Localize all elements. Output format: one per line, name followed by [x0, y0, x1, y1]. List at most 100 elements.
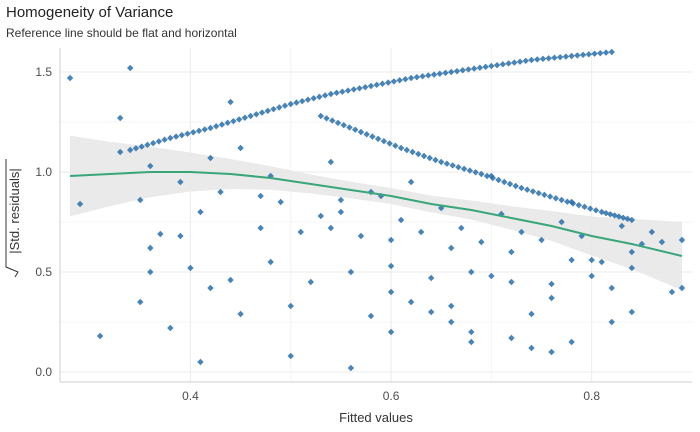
upper-band-point: [167, 134, 174, 142]
data-point: [427, 308, 435, 316]
lower-band-point: [611, 212, 618, 219]
data-point: [257, 192, 264, 200]
lower-band-point: [317, 112, 325, 120]
x-tick-label: 0.8: [583, 389, 600, 403]
data-point: [197, 358, 204, 366]
lower-band-point: [569, 200, 577, 207]
lower-band-point: [535, 189, 542, 197]
upper-band-point: [505, 60, 512, 67]
data-point: [387, 288, 395, 296]
data-point: [668, 288, 676, 296]
data-point: [558, 218, 565, 226]
data-point: [327, 224, 335, 232]
upper-band-point: [493, 61, 501, 69]
lower-band-point: [628, 216, 636, 224]
lower-band-point: [455, 163, 462, 171]
lower-band-point: [346, 124, 353, 131]
data-point: [357, 232, 365, 240]
data-point: [448, 318, 455, 326]
upper-band-point: [356, 85, 363, 92]
sqrt-symbol: [5, 159, 19, 278]
upper-band-point: [367, 82, 375, 90]
data-point: [127, 64, 134, 72]
loess-line: [69, 171, 683, 257]
upper-band-point: [172, 133, 180, 140]
upper-band-point: [316, 93, 323, 101]
data-point: [116, 148, 124, 156]
upper-band-point: [488, 62, 495, 70]
data-point: [468, 328, 475, 336]
upper-band-point: [453, 67, 461, 75]
chart-title: Homogeneity of Variance: [6, 4, 174, 21]
data-point: [116, 114, 124, 122]
data-point: [468, 338, 475, 346]
lower-band-point: [575, 201, 582, 209]
upper-band-point: [213, 123, 220, 130]
data-point: [197, 208, 204, 216]
upper-band-point: [350, 86, 357, 93]
lower-band-point: [558, 196, 565, 204]
upper-band-point: [574, 52, 581, 59]
upper-band-point: [184, 130, 191, 137]
upper-band-point: [528, 56, 535, 64]
upper-band-point: [362, 83, 369, 91]
upper-band-point: [402, 75, 409, 83]
data-point: [167, 324, 174, 332]
upper-band-point: [304, 96, 312, 103]
lower-band-point: [518, 184, 525, 192]
data-point: [347, 268, 355, 276]
data-point: [287, 302, 294, 310]
upper-band-point: [579, 51, 587, 59]
upper-band-point: [516, 58, 524, 65]
data-point: [628, 308, 636, 316]
upper-band-point: [155, 138, 163, 145]
data-point: [147, 244, 154, 252]
lower-band-point: [598, 208, 605, 216]
lower-band-point: [323, 115, 330, 122]
upper-band-point: [436, 70, 443, 77]
data-point: [177, 178, 184, 186]
upper-band-point: [413, 73, 421, 81]
data-point: [568, 338, 575, 346]
upper-band-point: [293, 99, 300, 106]
data-point: [147, 268, 154, 276]
upper-band-point: [138, 143, 145, 150]
upper-band-point: [235, 116, 243, 123]
lower-band-point: [624, 215, 631, 223]
data-point: [448, 302, 455, 310]
upper-band-point: [207, 124, 214, 132]
y-axis-title-text: |Std. residuals|: [7, 168, 22, 254]
data-point: [337, 208, 345, 216]
data-point: [277, 198, 284, 206]
data-point: [608, 318, 615, 326]
lower-band-point: [478, 170, 485, 178]
upper-band-point: [287, 100, 294, 108]
lower-band-point: [523, 186, 531, 193]
upper-band-point: [327, 90, 335, 98]
data-point: [638, 240, 646, 248]
data-point: [528, 310, 535, 318]
data-point: [598, 258, 605, 266]
data-point: [287, 352, 294, 360]
lower-band-point: [432, 156, 439, 164]
data-point: [207, 154, 214, 162]
upper-band-point: [241, 114, 249, 121]
upper-band-point: [585, 51, 593, 58]
lower-band-point: [438, 158, 445, 166]
data-point: [137, 298, 144, 306]
lower-band-point: [587, 205, 594, 212]
upper-band-point: [407, 74, 415, 82]
data-point: [237, 144, 244, 152]
upper-band-point: [448, 68, 455, 76]
lower-band-point: [352, 126, 359, 133]
x-tick-label: 0.6: [383, 389, 400, 403]
lower-band-point: [334, 119, 342, 127]
lower-band-point: [541, 191, 548, 199]
x-axis-title: Fitted values: [339, 410, 413, 425]
upper-band-point: [390, 78, 398, 85]
lower-band-point: [340, 121, 347, 129]
chart-subtitle: Reference line should be flat and horizo…: [6, 26, 237, 40]
upper-band-point: [276, 104, 283, 111]
data-point: [678, 284, 686, 292]
upper-band-point: [442, 69, 449, 77]
